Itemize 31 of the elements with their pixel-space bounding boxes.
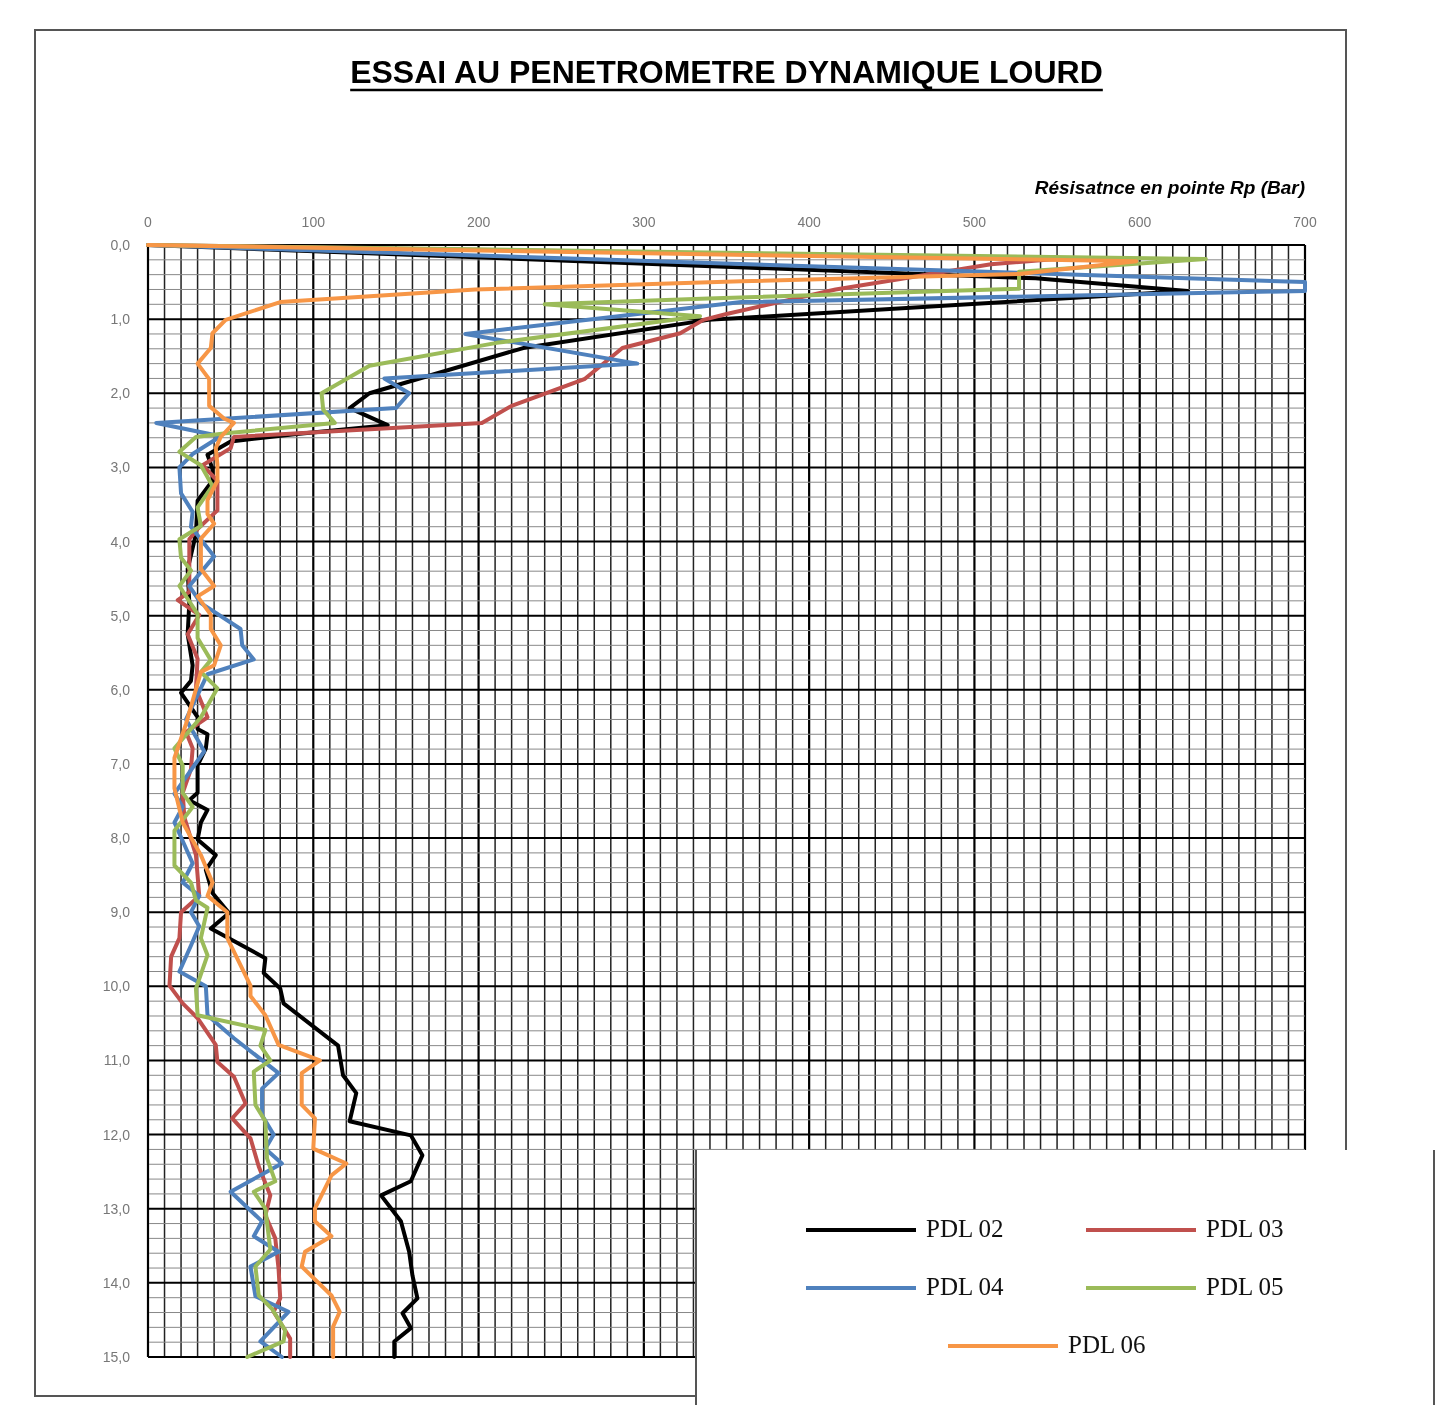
y-tick-label: 14,0: [102, 1274, 131, 1291]
y-tick-label: 13,0: [102, 1200, 131, 1217]
legend-label: PDL 04: [926, 1273, 1005, 1300]
y-tick-label: 0,0: [110, 237, 131, 253]
x-tick-label: 600: [1128, 214, 1152, 230]
y-tick-label: 5,0: [110, 607, 131, 624]
y-tick-label: 8,0: [110, 830, 131, 847]
y-tick-label: 7,0: [110, 755, 131, 772]
y-tick-label: 12,0: [102, 1126, 131, 1143]
y-tick-label: 6,0: [110, 681, 131, 698]
y-tick-label: 1,0: [110, 311, 131, 328]
chart-title: ESSAI AU PENETROMETRE DYNAMIQUE LOURD: [350, 54, 1103, 90]
legend-label: PDL 03: [1206, 1215, 1284, 1242]
legend-label: PDL 02: [926, 1215, 1004, 1242]
x-tick-label: 100: [301, 214, 326, 230]
x-tick-label: 500: [962, 214, 987, 230]
x-tick-label: 200: [466, 214, 491, 230]
x-axis-title: Résisatnce en pointe Rp (Bar): [1034, 177, 1305, 198]
y-tick-label: 11,0: [103, 1052, 131, 1069]
legend-label: PDL 05: [1206, 1273, 1284, 1300]
y-tick-label: 15,0: [102, 1349, 131, 1365]
y-tick-label: 4,0: [110, 533, 131, 550]
x-tick-label: 700: [1293, 214, 1317, 230]
x-tick-label: 300: [632, 214, 656, 230]
legend-label: PDL 06: [1068, 1331, 1146, 1358]
x-tick-label: 0: [144, 214, 153, 230]
x-tick-label: 400: [797, 214, 822, 230]
y-tick-label: 9,0: [110, 904, 131, 921]
y-tick-label: 2,0: [110, 385, 131, 402]
y-tick-label: 3,0: [110, 459, 131, 476]
y-tick-label: 10,0: [102, 978, 131, 995]
